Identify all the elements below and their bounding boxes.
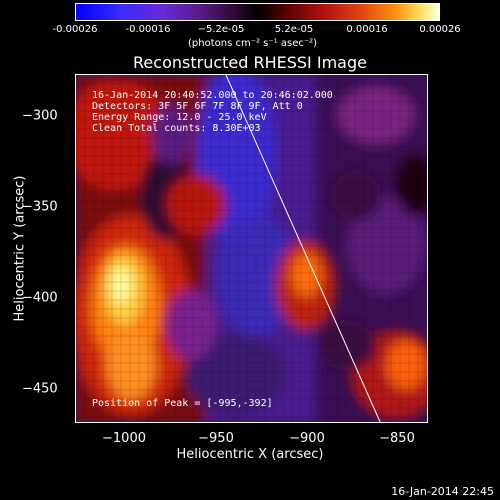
energy-range-label: Energy Range: 12.0 - 25.0 keV — [92, 112, 267, 123]
colorbar — [75, 3, 440, 21]
peak-position-label: Position of Peak = [-995,-392] — [92, 398, 273, 409]
detectors-label: Detectors: 3F 5F 6F 7F 8F 9F, Att 0 — [92, 101, 303, 112]
page-title: Reconstructed RHESSI Image — [133, 53, 367, 72]
clean-counts-label: Clean Total counts: 8.30E+03 — [92, 123, 261, 134]
colorbar-tick: 5.2e-05 — [274, 24, 314, 35]
colorbar-tick: -0.00026 — [52, 24, 98, 35]
colorbar-tick: 0.00026 — [419, 24, 461, 35]
timestamp: 16-Jan-2014 22:45 — [391, 485, 494, 498]
x-tick: −900 — [289, 431, 325, 446]
rhessi-image — [76, 75, 427, 422]
image-plot — [75, 74, 428, 423]
y-axis-label: Heliocentric Y (arcsec) — [12, 175, 28, 322]
colorbar-tick: 0.00016 — [346, 24, 388, 35]
time-range-label: 16-Jan-2014 20:40:52.000 to 20:46:02.000 — [92, 90, 333, 101]
x-tick: −1000 — [102, 431, 146, 446]
colorbar-units: (photons cm⁻² s⁻¹ asec⁻²) — [188, 38, 318, 49]
x-axis-label: Heliocentric X (arcsec) — [176, 447, 324, 462]
y-tick: −350 — [22, 199, 58, 215]
x-tick: −850 — [379, 431, 415, 446]
colorbar-tick: -0.00016 — [125, 24, 171, 35]
y-tick: −400 — [22, 290, 58, 306]
x-tick: −950 — [198, 431, 234, 446]
y-tick: −450 — [22, 381, 58, 397]
colorbar-tick: −5.2e-05 — [197, 24, 245, 35]
y-tick: −300 — [22, 108, 58, 124]
